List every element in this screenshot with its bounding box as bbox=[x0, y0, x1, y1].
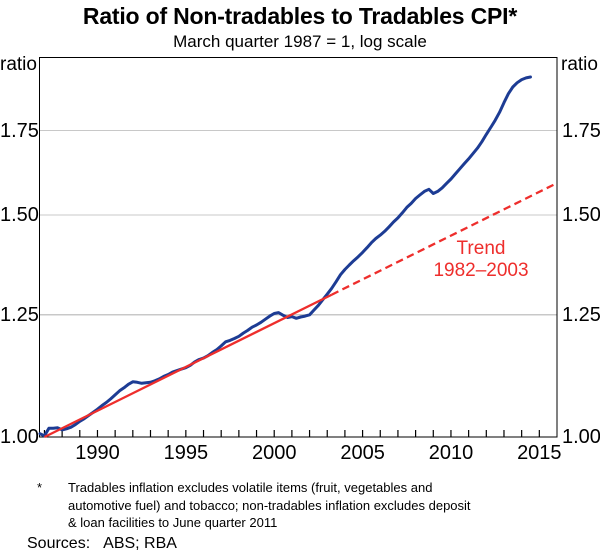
y-tick-label-left-1.75: 1.75 bbox=[0, 119, 39, 142]
y-axis-unit-right: ratio bbox=[561, 54, 598, 75]
y-tick-label-left-1.25: 1.25 bbox=[0, 303, 39, 326]
sources-value: ABS; RBA bbox=[103, 535, 177, 552]
y-tick-label-left-1.00: 1.00 bbox=[0, 426, 39, 448]
y-axis-unit-left: ratio bbox=[0, 54, 37, 75]
trend-annotation: Trend 1982–2003 bbox=[410, 238, 552, 281]
x-tick-label-2000: 2000 bbox=[251, 442, 297, 464]
x-tick-label-2010: 2010 bbox=[428, 442, 474, 464]
trend-annotation-line1: Trend bbox=[456, 238, 506, 259]
y-tick-label-right-1.75: 1.75 bbox=[562, 119, 600, 142]
y-tick-label-right-1.50: 1.50 bbox=[562, 204, 600, 226]
x-tick-label-2015: 2015 bbox=[517, 442, 562, 464]
trend-annotation-line2: 1982–2003 bbox=[433, 259, 529, 281]
x-tick-label-1995: 1995 bbox=[163, 442, 209, 464]
footnote-line-3: & loan facilities to June quarter 2011 bbox=[68, 515, 278, 531]
footnote-text: Tradables inflation excludes volatile it… bbox=[68, 479, 471, 532]
sources-label: Sources: bbox=[27, 535, 91, 552]
footnote-marker: * bbox=[37, 480, 43, 495]
cpi-ratio-line bbox=[38, 75, 532, 438]
x-tick-label-2005: 2005 bbox=[340, 442, 385, 464]
sources-line: Sources: ABS; RBA bbox=[27, 535, 177, 553]
y-tick-label-left-1.50: 1.50 bbox=[0, 204, 39, 226]
chart-title: Ratio of Non-tradables to Tradables CPI* bbox=[82, 3, 518, 29]
chart-canvas bbox=[38, 56, 558, 439]
y-tick-label-right-1.00: 1.00 bbox=[562, 426, 600, 448]
chart-subtitle: March quarter 1987 = 1, log scale bbox=[173, 32, 427, 51]
trend-line-solid bbox=[43, 293, 333, 439]
x-tick-label-1990: 1990 bbox=[75, 442, 120, 464]
footnote-line-1: Tradables inflation excludes volatile it… bbox=[68, 480, 433, 495]
plot-border bbox=[38, 56, 558, 438]
trend-line-dashed bbox=[331, 182, 558, 296]
y-tick-label-right-1.25: 1.25 bbox=[562, 303, 600, 326]
footnote-line-2: automotive fuel) and tobacco; non-tradab… bbox=[68, 497, 471, 513]
